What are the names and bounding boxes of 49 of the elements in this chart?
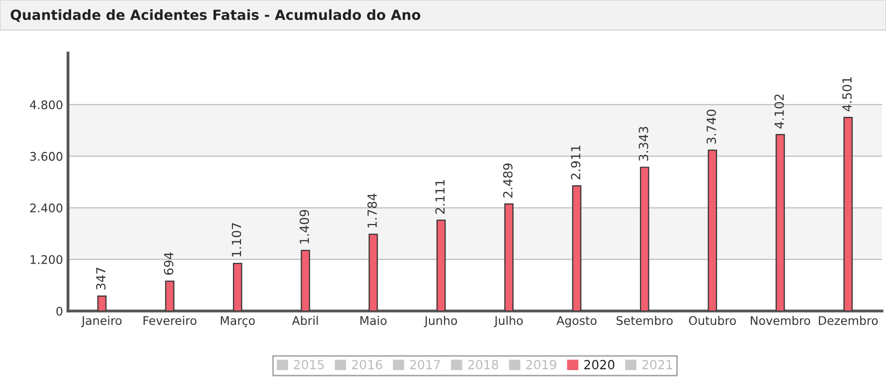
- bar: [708, 150, 718, 311]
- x-tick-label: Junho: [424, 316, 458, 328]
- x-tick-label: Fevereiro: [144, 316, 196, 325]
- data-label: 1.784: [367, 194, 377, 228]
- data-label: 1.409: [300, 210, 310, 244]
- x-tick-label: Setembro: [616, 316, 673, 325]
- y-tick-label: 1.200: [30, 255, 62, 264]
- legend-label: 2016: [352, 360, 382, 370]
- data-label: 2.111: [435, 180, 445, 214]
- data-label: 4.501: [842, 77, 852, 112]
- bar: [97, 296, 107, 311]
- y-tick-label: 4.800: [30, 100, 62, 110]
- data-label: 347: [96, 268, 106, 290]
- bar: [368, 234, 378, 311]
- data-label: 2.911: [570, 146, 580, 180]
- bar: [776, 134, 785, 311]
- legend-label: 2020: [584, 360, 614, 370]
- y-tick-label: 0: [56, 306, 62, 316]
- bar: [232, 262, 242, 311]
- bar: [640, 166, 650, 311]
- x-tick-label: Dezembro: [818, 316, 878, 325]
- data-label: 2.489: [503, 164, 513, 198]
- x-tick-label: Março: [220, 316, 255, 328]
- data-label: 3.740: [706, 110, 716, 144]
- x-tick-label: Outubro: [688, 316, 736, 325]
- data-label: 1.107: [232, 223, 242, 256]
- data-label: 3.343: [638, 126, 648, 161]
- x-tick-label: Julho: [494, 316, 523, 328]
- data-label: 694: [164, 252, 174, 275]
- x-tick-label: Janeiro: [81, 316, 122, 328]
- bar: [300, 250, 310, 311]
- y-tick-label: 3.600: [30, 152, 62, 161]
- bar: [165, 280, 174, 311]
- legend-label: 2021: [642, 360, 672, 370]
- x-tick-label: Novembro: [750, 316, 810, 325]
- y-tick-label: 2.400: [30, 204, 62, 212]
- data-label: 4.102: [774, 94, 784, 128]
- legend-label: 2019: [526, 360, 556, 370]
- legend-label: 2017: [410, 360, 440, 370]
- legend-label: 2015: [294, 360, 324, 370]
- legend-label: 2018: [468, 360, 498, 370]
- x-tick-label: Agosto: [556, 316, 596, 328]
- x-tick-label: Abril: [292, 316, 318, 325]
- bar: [572, 185, 582, 311]
- bar: [436, 220, 446, 311]
- bar: [504, 203, 514, 311]
- chart-title: Quantidade de Acidentes Fatais - Acumulado do Ano: [10, 9, 420, 22]
- bar: [843, 116, 853, 311]
- x-tick-label: Maio: [360, 316, 387, 325]
